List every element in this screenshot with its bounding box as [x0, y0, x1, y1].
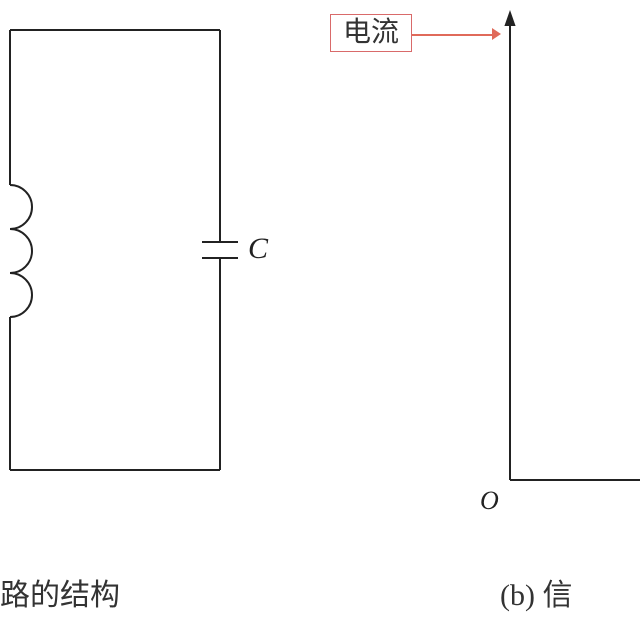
callout-arrowhead-icon: [492, 28, 501, 40]
axes-svg: [300, 0, 640, 560]
current-callout-text: 电流: [343, 17, 399, 48]
caption-a: 路的结构: [0, 570, 120, 614]
caption-b: (b) 信: [500, 570, 572, 614]
origin-label: O: [480, 486, 499, 516]
callout-arrow-icon: [412, 34, 492, 36]
capacitor-label: C: [248, 232, 268, 266]
circuit-svg: [0, 0, 300, 560]
axes-panel: 电流 O (b) 信: [300, 0, 640, 640]
circuit-panel: C 路的结构: [0, 0, 300, 640]
current-callout: 电流: [330, 14, 412, 52]
